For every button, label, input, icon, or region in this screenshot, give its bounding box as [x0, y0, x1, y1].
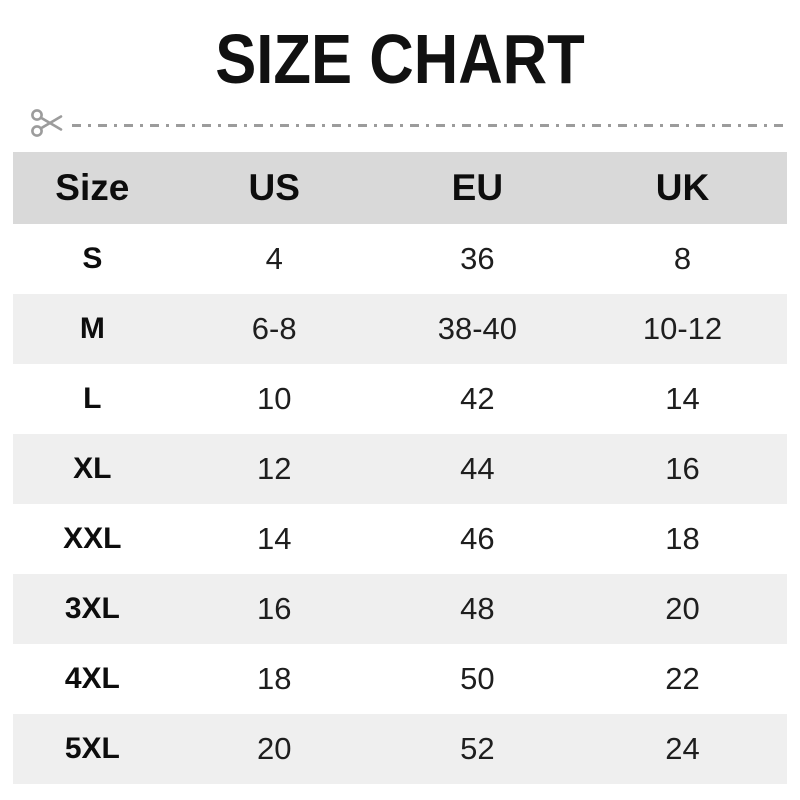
uk-value: 16: [665, 451, 700, 486]
cut-here-line: [30, 108, 788, 142]
table-row: M 6-8 38-40 10-12: [13, 294, 787, 364]
size-label: M: [79, 312, 105, 345]
size-label: XL: [73, 452, 112, 485]
uk-value: 22: [665, 661, 700, 696]
eu-value: 50: [460, 661, 495, 696]
us-value: 18: [256, 661, 292, 696]
column-header-uk: UK: [578, 152, 787, 224]
table-row: 4XL 18 50 22: [13, 644, 787, 714]
us-value: 14: [256, 521, 292, 556]
uk-value: 14: [665, 381, 700, 416]
us-value: 4: [265, 241, 283, 276]
eu-value: 36: [460, 241, 495, 276]
eu-value: 38-40: [437, 311, 518, 346]
scissors-icon: [30, 107, 66, 144]
eu-value: 42: [460, 381, 495, 416]
eu-value: 44: [460, 451, 495, 486]
uk-value: 20: [665, 591, 700, 626]
eu-value: 46: [460, 521, 495, 556]
eu-value: 52: [460, 731, 495, 766]
column-header-us: US: [171, 152, 377, 224]
us-value: 6-8: [251, 311, 297, 346]
us-value: 16: [256, 591, 292, 626]
table-row: S 4 36 8: [13, 224, 787, 294]
table-row: XXL 14 46 18: [13, 504, 787, 574]
table-header-row: Size US EU UK: [13, 152, 787, 224]
size-label: 4XL: [64, 662, 120, 695]
uk-value: 8: [673, 241, 692, 276]
size-label: S: [82, 242, 103, 275]
column-header-eu: EU: [376, 152, 578, 224]
size-label: 3XL: [64, 592, 120, 625]
size-chart-table: Size US EU UK S 4 36 8 M 6-8 38-40 10-12…: [13, 152, 787, 784]
size-label: L: [83, 382, 102, 415]
uk-value: 10-12: [642, 311, 723, 346]
eu-value: 48: [460, 591, 495, 626]
table-row: 5XL 20 52 24: [13, 714, 787, 784]
column-header-size: Size: [13, 152, 172, 224]
size-label: XXL: [63, 522, 122, 555]
page-title: SIZE CHART: [215, 20, 585, 98]
table-row: 3XL 16 48 20: [13, 574, 787, 644]
size-label: 5XL: [64, 732, 120, 765]
table-row: XL 12 44 16: [13, 434, 787, 504]
table-row: L 10 42 14: [13, 364, 787, 434]
uk-value: 24: [665, 731, 700, 766]
us-value: 10: [256, 381, 292, 416]
uk-value: 18: [665, 521, 700, 556]
dash-dot-cut-line: [72, 123, 788, 127]
us-value: 20: [256, 731, 292, 766]
us-value: 12: [256, 451, 292, 486]
